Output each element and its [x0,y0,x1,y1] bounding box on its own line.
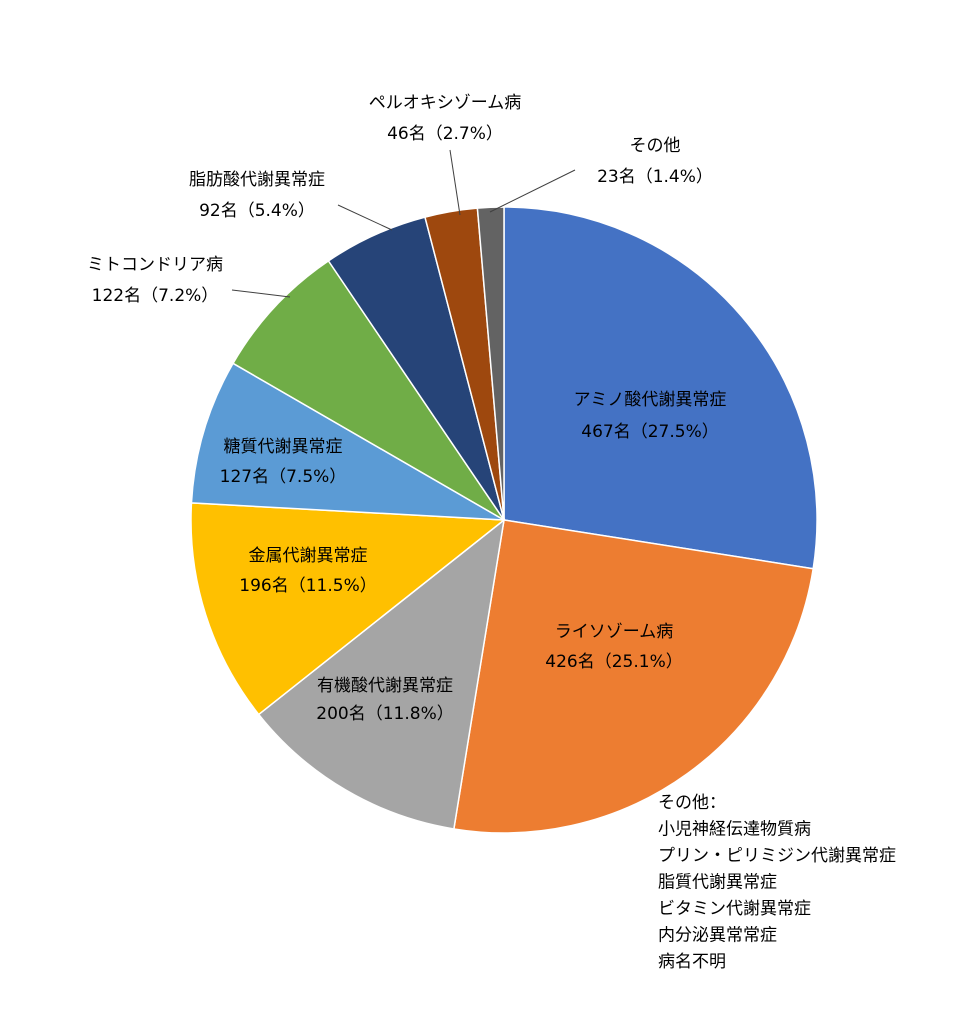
slice-label: ペルオキシゾーム病 [369,93,522,113]
slice-value-label: 196名（11.5%） [239,576,376,596]
leader-line [489,169,576,213]
slice-value-label: 46名（2.7%） [387,124,503,144]
slice-label: 脂肪酸代謝異常症 [189,170,325,190]
slice-value-label: 426名（25.1%） [545,652,682,672]
pie-slice [476,206,505,521]
leader-line [449,149,461,216]
slice-value-label: 122名（7.2%） [92,286,219,306]
pie-slice [257,518,506,830]
slice-value-label: 92名（5.4%） [199,201,315,221]
note-line: 小児神経伝達物質病 [658,820,811,840]
slice-label: 金属代謝異常症 [249,546,368,566]
slice-label: その他 [630,136,681,156]
slice-label: アミノ酸代謝異常症 [574,390,727,410]
slice-label: ライソゾーム病 [555,622,674,642]
leader-line [231,289,291,298]
slice-label: 有機酸代謝異常症 [317,676,453,696]
note-line: 病名不明 [658,952,726,972]
slice-value-label: 127名（7.5%） [220,467,347,487]
note-line: プリン・ピリミジン代謝異常症 [658,846,896,866]
pie-slice [232,259,505,521]
slice-value-label: 23名（1.4%） [597,167,713,187]
slice-value-label: 200名（11.8%） [316,704,453,724]
note-line: 内分泌異常常症 [658,926,777,946]
pie-slice [190,362,505,521]
pie-slice [453,519,815,834]
slice-label: ミトコンドリア病 [87,255,223,275]
note-line: 脂質代謝異常症 [658,873,777,893]
note-line: その他： [658,793,726,813]
note-line: ビタミン代謝異常症 [658,899,811,919]
leader-line [337,204,393,231]
pie-slice [503,206,818,570]
slice-value-label: 467名（27.5%） [581,422,718,442]
slice-label: 糖質代謝異常症 [224,437,343,457]
pie-slice [190,502,507,716]
